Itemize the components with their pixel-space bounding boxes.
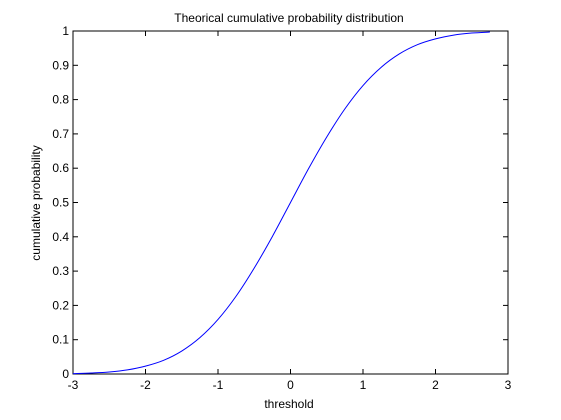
data-point — [108, 370, 111, 373]
data-point — [470, 32, 473, 35]
y-tick-label: 0.3 — [52, 264, 69, 278]
series-line — [72, 31, 490, 375]
data-point — [126, 368, 129, 371]
data-point — [235, 295, 238, 298]
y-tick-label: 0.4 — [52, 230, 69, 244]
data-point — [289, 201, 292, 204]
axis-ticks: -3 -2 -1 0 1 2 3 0 0.1 0.2 0.3 0.4 0.5 0.6 0.7 0.8 0.9 1 — [52, 24, 511, 392]
y-tick-label: 0 — [62, 367, 69, 381]
data-point — [271, 235, 274, 238]
data-point — [343, 107, 346, 110]
data-point — [217, 318, 220, 321]
y-tick-label: 1 — [62, 24, 69, 38]
y-tick-label: 0.8 — [52, 93, 69, 107]
x-tick-label: 3 — [505, 378, 512, 392]
data-point — [198, 336, 201, 339]
y-tick-label: 0.1 — [52, 333, 69, 347]
x-tick-label: -1 — [213, 378, 224, 392]
data-point — [325, 135, 328, 138]
x-tick-label: 1 — [360, 378, 367, 392]
data-point — [180, 350, 183, 353]
data-point — [162, 359, 165, 362]
x-tick-label: 0 — [287, 378, 294, 392]
data-point — [398, 52, 401, 55]
x-tick-label: -2 — [140, 378, 151, 392]
y-tick-label: 0.6 — [52, 161, 69, 175]
data-point — [434, 37, 437, 40]
data-point — [90, 371, 93, 374]
series-layer — [72, 31, 491, 375]
x-tick-label: -3 — [68, 378, 79, 392]
y-tick-label: 0.7 — [52, 127, 69, 141]
x-axis-label: threshold — [264, 397, 313, 411]
data-point — [452, 34, 455, 37]
data-point — [307, 167, 310, 170]
y-tick-label: 0.9 — [52, 58, 69, 72]
y-axis-label: cumulative probability — [29, 145, 43, 260]
x-tick-label: 2 — [432, 378, 439, 392]
data-point — [488, 31, 491, 34]
data-point — [380, 66, 383, 69]
data-point — [416, 43, 419, 46]
data-point — [72, 372, 75, 375]
data-point — [253, 267, 256, 270]
chart-title: Theorical cumulative probability distrib… — [174, 11, 403, 25]
y-tick-label: 0.2 — [52, 298, 69, 312]
data-point — [144, 365, 147, 368]
data-point — [362, 84, 365, 87]
y-tick-label: 0.5 — [52, 196, 69, 210]
